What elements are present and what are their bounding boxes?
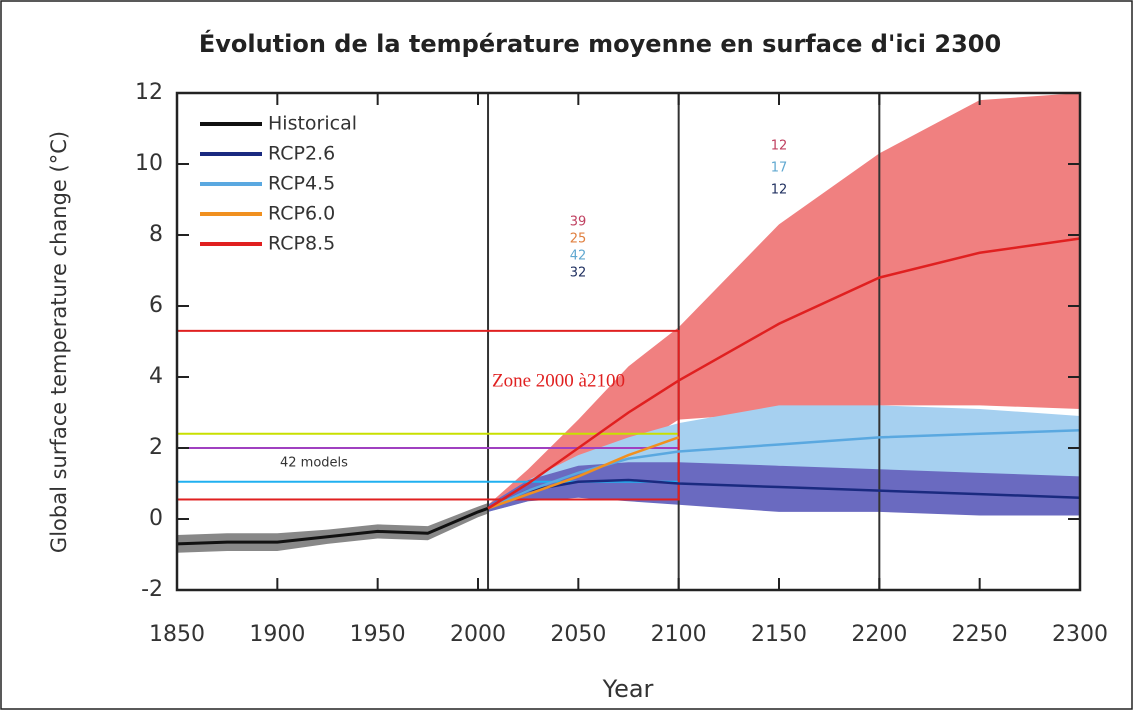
- legend-label: Historical: [268, 113, 357, 135]
- chart-title: Évolution de la température moyenne en s…: [199, 29, 1001, 58]
- legend-label: RCP8.5: [268, 233, 335, 255]
- zone-label: Zone 2000 à2100: [492, 370, 625, 391]
- model-count: 17: [771, 161, 788, 176]
- y-tick-label: 10: [135, 151, 163, 176]
- series-line: [487, 429, 1081, 510]
- y-tick-label: 0: [149, 506, 163, 531]
- x-tick-label: 1850: [149, 622, 205, 647]
- x-tick-label: 1950: [350, 622, 406, 647]
- model-count: 25: [570, 232, 587, 247]
- series-line: [176, 506, 489, 546]
- legend-label: RCP6.0: [268, 203, 335, 225]
- plot-frame: [175, 91, 1082, 592]
- models-label: 42 models: [280, 456, 348, 471]
- y-tick-label: 8: [149, 222, 163, 247]
- series-line: [487, 237, 1081, 510]
- y-tick-label: 12: [135, 80, 163, 105]
- series-line: [487, 436, 680, 510]
- band: [488, 462, 1080, 516]
- y-axis-label: Global surface temperature change (°C): [47, 131, 71, 553]
- x-tick-label: 2100: [651, 622, 707, 647]
- model-count: 39: [570, 215, 587, 230]
- x-tick-label: 2250: [952, 622, 1008, 647]
- legend-label: RCP4.5: [268, 173, 335, 195]
- model-count: 12: [771, 183, 788, 198]
- x-tick-label: 2300: [1052, 622, 1108, 647]
- y-tick-label: -2: [141, 577, 163, 602]
- y-tick-label: 2: [149, 435, 163, 460]
- x-tick-label: 2050: [550, 622, 606, 647]
- x-tick-label: 2200: [851, 622, 907, 647]
- model-count: 32: [570, 266, 587, 281]
- x-tick-label: 1900: [249, 622, 305, 647]
- model-count: 12: [771, 139, 788, 154]
- legend-label: RCP2.6: [268, 143, 335, 165]
- model-count: 42: [570, 249, 587, 264]
- y-tick-label: 4: [149, 364, 163, 389]
- y-tick-label: 6: [149, 293, 163, 318]
- band: [177, 503, 489, 553]
- x-axis-label: Year: [602, 675, 654, 703]
- band: [488, 405, 1080, 512]
- x-tick-label: 2150: [751, 622, 807, 647]
- x-tick-label: 2000: [450, 622, 506, 647]
